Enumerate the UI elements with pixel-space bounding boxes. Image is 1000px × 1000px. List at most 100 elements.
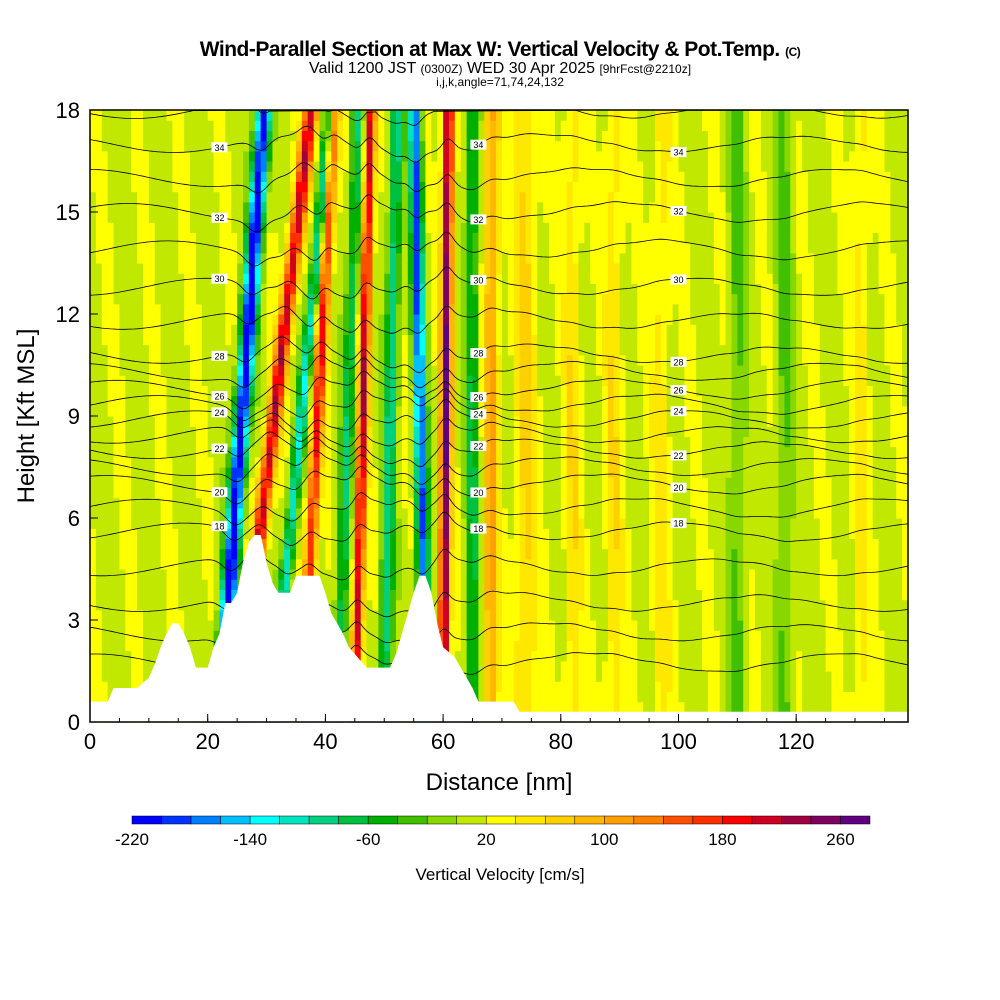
w-cell	[490, 630, 497, 641]
w-cell	[131, 650, 138, 662]
w-cell	[172, 467, 179, 478]
w-cell	[337, 252, 344, 264]
w-cell	[448, 405, 456, 417]
w-cell	[131, 242, 138, 254]
w-cell	[454, 161, 462, 172]
w-cell	[448, 569, 456, 580]
w-cell	[113, 293, 121, 305]
w-cell	[549, 232, 556, 244]
w-cell	[496, 263, 503, 274]
w-cell	[554, 395, 562, 407]
w-cell	[460, 140, 468, 152]
w-cell	[525, 303, 532, 315]
w-cell	[101, 558, 109, 570]
w-cell	[378, 263, 385, 274]
w-cell	[454, 171, 462, 182]
w-cell	[549, 375, 556, 386]
w-cell	[113, 181, 121, 193]
w-cell	[160, 538, 168, 550]
w-cell	[437, 446, 444, 458]
w-cell	[354, 140, 362, 152]
w-cell	[343, 497, 350, 509]
w-cell	[119, 263, 126, 274]
w-cell	[531, 120, 538, 131]
w-cell	[413, 263, 421, 274]
w-cell	[531, 365, 538, 376]
w-cell	[207, 212, 215, 223]
w-cell	[566, 416, 574, 427]
w-cell	[348, 365, 356, 376]
w-cell	[313, 487, 321, 499]
w-cell	[125, 181, 132, 193]
w-cell	[484, 191, 491, 203]
w-cell	[290, 130, 297, 142]
w-cell	[219, 467, 226, 478]
w-cell	[331, 609, 338, 621]
w-cell	[207, 191, 215, 203]
w-cell	[478, 354, 485, 366]
w-cell	[478, 589, 485, 601]
w-cell	[160, 436, 168, 448]
w-cell	[360, 314, 368, 325]
w-cell	[531, 579, 538, 590]
w-cell	[513, 650, 521, 662]
w-cell	[243, 487, 250, 499]
w-cell	[566, 456, 574, 468]
w-cell	[148, 456, 156, 468]
w-cell	[560, 609, 568, 621]
w-cell	[490, 222, 497, 233]
w-cell	[190, 120, 197, 131]
w-cell	[401, 181, 409, 193]
w-cell	[472, 416, 480, 427]
w-cell	[407, 242, 415, 254]
w-cell	[237, 191, 244, 203]
w-cell	[437, 467, 444, 478]
w-cell	[284, 436, 291, 448]
w-cell	[195, 538, 203, 550]
w-cell	[313, 558, 321, 570]
w-cell	[248, 416, 256, 427]
w-cell	[331, 110, 338, 121]
w-cell	[278, 467, 285, 478]
w-cell	[307, 385, 315, 397]
w-cell	[366, 212, 374, 223]
w-cell	[272, 518, 279, 529]
w-cell	[113, 242, 121, 254]
w-cell	[213, 303, 221, 315]
w-cell	[231, 416, 238, 427]
w-cell	[148, 354, 156, 366]
w-cell	[549, 446, 556, 458]
w-cell	[496, 416, 503, 427]
w-cell	[496, 436, 503, 448]
w-cell	[443, 416, 450, 427]
w-cell	[201, 222, 209, 233]
w-cell	[401, 191, 409, 203]
w-cell	[560, 314, 568, 325]
w-cell	[319, 273, 326, 284]
w-cell	[154, 548, 162, 560]
w-cell	[460, 212, 468, 223]
w-cell	[331, 171, 338, 182]
w-cell	[237, 263, 244, 274]
w-cell	[90, 579, 97, 590]
w-cell	[343, 212, 350, 223]
w-cell	[419, 171, 427, 182]
w-cell	[549, 569, 556, 580]
w-cell	[237, 416, 244, 427]
w-cell	[437, 395, 444, 407]
w-cell	[307, 375, 315, 386]
w-cell	[231, 375, 238, 386]
w-cell	[142, 181, 150, 193]
w-cell	[566, 365, 574, 376]
w-cell	[95, 477, 103, 488]
w-cell	[354, 538, 362, 550]
w-cell	[137, 599, 144, 611]
w-cell	[190, 589, 197, 601]
w-cell	[142, 528, 150, 539]
w-cell	[201, 467, 209, 478]
w-cell	[543, 456, 550, 468]
w-cell	[549, 354, 556, 366]
w-cell	[348, 314, 356, 325]
w-cell	[284, 518, 291, 529]
w-cell	[184, 416, 191, 427]
